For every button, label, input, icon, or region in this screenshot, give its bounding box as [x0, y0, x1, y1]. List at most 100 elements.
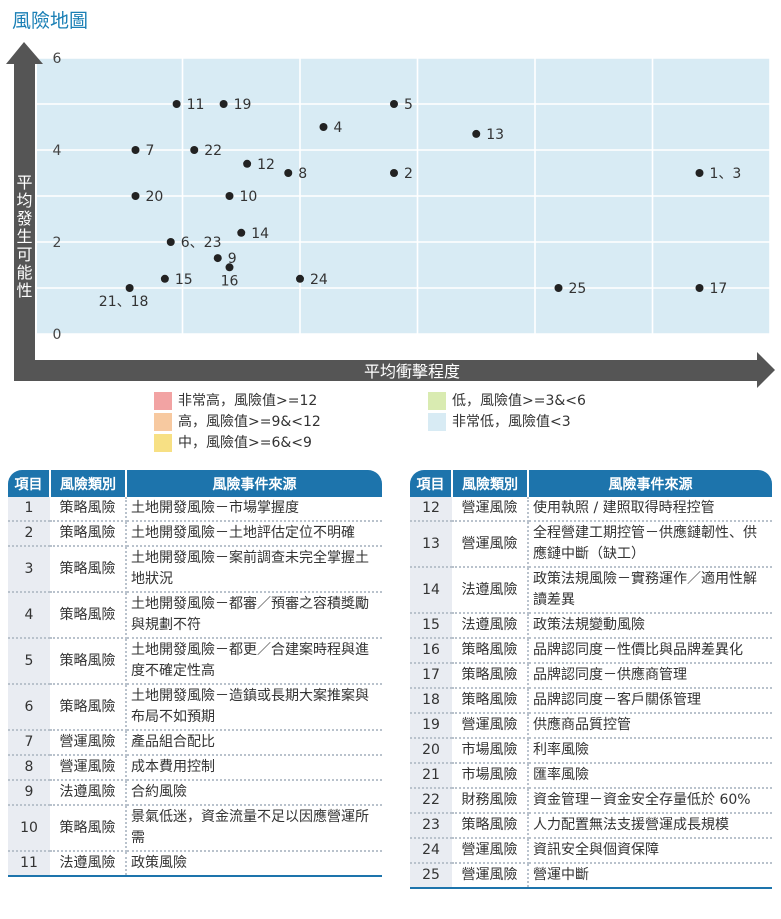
y-axis-label-char: 平 [16, 173, 32, 192]
table-row: 5 策略風險 土地開發風險－都更／合建案時程與進度不確定性高 [8, 638, 382, 685]
risk-category: 策略風險 [50, 546, 127, 593]
point-label: 21、18 [99, 294, 149, 310]
risk-category: 策略風險 [50, 497, 127, 522]
table-row: 21 市場風險 匯率風險 [410, 763, 772, 789]
risk-source: 營運中斷 [528, 863, 772, 889]
y-tick-label: 2 [53, 235, 62, 251]
table-row: 2 策略風險 土地開發風險－土地評估定位不明確 [8, 521, 382, 547]
risk-source: 土地開發風險－都更／合建案時程與進度不確定性高 [126, 638, 382, 685]
risk-source: 成本費用控制 [126, 755, 382, 781]
risk-category: 策略風險 [50, 638, 127, 685]
item-number: 20 [410, 738, 452, 764]
table-row: 9 法遵風險 合約風險 [8, 780, 382, 806]
risk-category: 策略風險 [50, 805, 127, 852]
point-label: 16 [221, 273, 239, 289]
y-axis-bar [14, 62, 35, 378]
legend-swatch [154, 413, 172, 431]
item-number: 19 [410, 713, 452, 739]
legend-item: 非常高，風險值>=12 [154, 391, 321, 412]
risk-point [243, 159, 252, 168]
table-row: 16 策略風險 品牌認同度－性價比與品牌差異化 [410, 638, 772, 664]
legend-label: 低，風險值>=3&<6 [452, 393, 586, 409]
risk-source: 土地開發風險－造鎮或長期大案推案與布局不如預期 [126, 684, 382, 731]
point-label: 5 [404, 97, 413, 113]
item-number: 1 [8, 497, 50, 522]
item-number: 3 [8, 546, 50, 593]
point-label: 12 [257, 157, 275, 173]
point-label: 8 [298, 166, 307, 182]
table-row: 1 策略風險 土地開發風險－市場掌握度 [8, 497, 382, 522]
x-axis-arrowhead [757, 352, 775, 388]
legend-right: 低，風險值>=3&<6 非常低，風險值<3 [428, 391, 586, 433]
point-label: 19 [234, 97, 252, 113]
risk-category: 營運風險 [452, 497, 529, 522]
table-row: 8 營運風險 成本費用控制 [8, 755, 382, 781]
y-tick-label: 0 [53, 327, 62, 343]
point-label: 17 [710, 281, 728, 297]
header-category: 風險類別 [451, 470, 528, 497]
risk-point [225, 192, 234, 200]
y-axis-label-char: 能 [16, 263, 32, 282]
legend-label: 非常低，風險值<3 [452, 414, 571, 430]
table-row: 18 策略風險 品牌認同度－客戶關係管理 [410, 688, 772, 714]
risk-source: 匯率風險 [528, 763, 772, 789]
y-axis-label-char: 性 [16, 281, 32, 300]
header-source: 風險事件來源 [527, 470, 772, 497]
y-axis-label-char: 生 [16, 227, 32, 246]
table-row: 24 營運風險 資訊安全與個資保障 [410, 838, 772, 864]
risk-category: 財務風險 [452, 788, 529, 814]
legend-swatch [154, 392, 172, 410]
point-label: 2 [404, 166, 413, 182]
risk-source: 產品組合配比 [126, 730, 382, 756]
legend-swatch [428, 392, 446, 410]
risk-category: 策略風險 [50, 684, 127, 731]
table-row: 15 法遵風險 政策法規變動風險 [410, 613, 772, 639]
item-number: 8 [8, 755, 50, 781]
risk-category: 市場風險 [452, 763, 529, 789]
legend-item: 中，風險值>=6&<9 [154, 433, 321, 454]
risk-point [237, 228, 246, 237]
y-tick-label: 4 [53, 143, 62, 159]
table-row: 17 策略風險 品牌認同度－供應商管理 [410, 663, 772, 689]
table-row: 25 營運風險 營運中斷 [410, 863, 772, 889]
risk-source: 品牌認同度－供應商管理 [528, 663, 772, 689]
item-number: 17 [410, 663, 452, 689]
risk-source: 景氣低迷，資金流量不足以因應營運所需 [126, 805, 382, 852]
risk-category: 營運風險 [50, 730, 127, 756]
risk-point [390, 100, 398, 108]
header-category: 風險類別 [49, 470, 126, 497]
legend-label: 高，風險值>=9&<12 [178, 414, 321, 430]
risk-table-right: 項目 風險類別 風險事件來源 12 營運風險 使用執照 / 建照取得時程控管 13 營運… [410, 470, 772, 889]
risk-category: 營運風險 [452, 713, 529, 739]
risk-point [284, 169, 293, 177]
risk-point [225, 263, 234, 272]
risk-source: 人力配置無法支援營運成長規模 [528, 813, 772, 839]
table-row: 11 法遵風險 政策風險 [8, 851, 382, 877]
point-label: 14 [251, 226, 269, 242]
page-title: 風險地圖 [12, 10, 89, 32]
risk-point [125, 284, 134, 292]
table-row: 13 營運風險 全程營建工期控管－供應鏈韌性、供應鏈中斷（缺工） [410, 521, 772, 568]
point-label: 20 [146, 189, 164, 205]
item-number: 10 [8, 805, 50, 852]
item-number: 11 [8, 851, 50, 877]
item-number: 14 [410, 567, 452, 614]
risk-category: 策略風險 [452, 688, 529, 714]
risk-source: 土地開發風險－都審／預審之容積獎勵與規劃不符 [126, 592, 382, 639]
x-axis-bar [14, 360, 760, 381]
risk-point [390, 169, 398, 177]
risk-source: 全程營建工期控管－供應鏈韌性、供應鏈中斷（缺工） [528, 521, 772, 568]
table-row: 6 策略風險 土地開發風險－造鎮或長期大案推案與布局不如預期 [8, 684, 382, 731]
risk-point [472, 129, 481, 138]
item-number: 13 [410, 521, 452, 568]
risk-source: 使用執照 / 建照取得時程控管 [528, 497, 772, 522]
y-axis-label-char: 均 [16, 191, 32, 210]
risk-category: 法遵風險 [452, 567, 529, 614]
point-label: 4 [334, 120, 343, 136]
point-label: 25 [569, 281, 587, 297]
item-number: 24 [410, 838, 452, 864]
risk-point [213, 254, 222, 263]
item-number: 5 [8, 638, 50, 685]
risk-source: 利率風險 [528, 738, 772, 764]
point-label: 24 [310, 272, 328, 288]
